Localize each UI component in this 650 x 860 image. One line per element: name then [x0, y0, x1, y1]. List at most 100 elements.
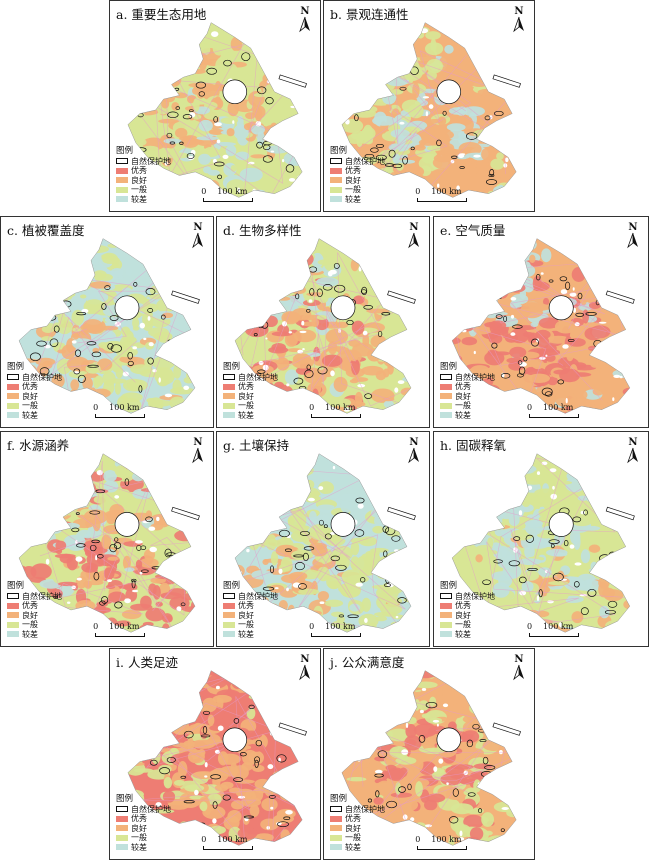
legend-swatch [116, 177, 128, 184]
legend-label: 较差 [22, 629, 38, 639]
legend-item: 一般 [330, 185, 385, 195]
legend-item: 自然保护地 [116, 157, 171, 167]
legend-swatch [223, 602, 235, 609]
legend-label: 自然保护地 [345, 156, 385, 166]
legend-item: 一般 [223, 620, 278, 630]
legend-swatch [116, 158, 128, 165]
scale-line [203, 198, 254, 202]
region-map [341, 670, 521, 846]
legend-label: 自然保护地 [22, 591, 62, 601]
legend-label: 良好 [22, 391, 38, 401]
legend-label: 优秀 [238, 382, 254, 391]
legend-label: 一般 [455, 620, 471, 629]
map-legend: 图例 自然保护地 优秀 良好 一般 较差 [116, 794, 171, 852]
legend-label: 优秀 [131, 166, 147, 175]
legend-item: 较差 [7, 411, 62, 421]
legend-label: 自然保护地 [131, 804, 171, 814]
legend-swatch [440, 593, 452, 600]
legend-label: 良好 [238, 391, 254, 401]
panel-title: c. 植被覆盖度 [7, 223, 85, 238]
scale-line [417, 846, 468, 850]
legend-swatch [330, 196, 342, 203]
scale-zero: 0 [93, 403, 99, 412]
legend-label: 优秀 [455, 382, 471, 391]
legend-swatch [223, 593, 235, 600]
region-map [127, 22, 307, 198]
north-label: N [628, 222, 638, 233]
north-arrow-icon: N [405, 222, 423, 249]
legend-swatch [116, 196, 128, 203]
north-label: N [300, 6, 310, 17]
panel-title: e. 空气质量 [440, 223, 506, 238]
legend-label: 一般 [131, 833, 147, 842]
north-arrow-icon: N [624, 222, 642, 249]
legend-label: 优秀 [22, 382, 38, 391]
scale-line [311, 414, 362, 418]
map-panel-c: c. 植被覆盖度 N 图例 自然保护地 优秀 良好 一般 较差 0 100 km [0, 216, 214, 428]
legend-swatch [7, 593, 19, 600]
scale-distance: 100 km [325, 622, 356, 631]
legend-item: 良好 [330, 824, 385, 834]
scale-bar: 0 100 km [201, 187, 259, 205]
legend-title: 图例 [223, 581, 241, 591]
scale-bar: 0 100 km [309, 403, 367, 421]
north-arrow-icon: N [510, 6, 528, 33]
legend-title: 图例 [440, 362, 458, 372]
legend-label: 较差 [22, 410, 38, 420]
legend-label: 较差 [238, 629, 254, 639]
legend-swatch [330, 806, 342, 813]
scale-zero: 0 [415, 187, 421, 196]
legend-item: 自然保护地 [7, 373, 62, 383]
legend-swatch [330, 844, 342, 851]
legend-swatch [7, 602, 19, 609]
scale-distance: 100 km [109, 403, 140, 412]
scale-line [529, 633, 580, 637]
north-arrow-icon: N [510, 654, 528, 681]
map-panel-i: i. 人类足迹 N 图例 自然保护地 优秀 良好 一般 较差 0 100 km [109, 648, 321, 860]
north-arrow-icon: N [296, 6, 314, 33]
map-legend: 图例 自然保护地 优秀 良好 一般 较差 [330, 146, 385, 204]
panel-title: b. 景观连通性 [330, 7, 409, 22]
scale-line [529, 414, 580, 418]
map-legend: 图例 自然保护地 优秀 良好 一般 较差 [440, 581, 495, 639]
map-panel-b: b. 景观连通性 N 图例 自然保护地 优秀 良好 一般 较差 0 100 km [323, 0, 535, 212]
legend-swatch [7, 402, 19, 409]
legend-label: 自然保护地 [238, 372, 278, 382]
legend-title: 图例 [223, 362, 241, 372]
north-arrow-icon: N [189, 222, 207, 249]
region-map [127, 670, 307, 846]
north-label: N [514, 654, 524, 665]
scale-zero: 0 [309, 403, 315, 412]
map-legend: 图例 自然保护地 优秀 良好 一般 较差 [440, 362, 495, 420]
legend-item: 一般 [116, 185, 171, 195]
scale-zero: 0 [527, 403, 533, 412]
legend-label: 优秀 [455, 601, 471, 610]
legend-item: 自然保护地 [7, 592, 62, 602]
legend-swatch [440, 383, 452, 390]
legend-item: 自然保护地 [223, 373, 278, 383]
legend-item: 优秀 [440, 601, 495, 611]
legend-label: 优秀 [345, 166, 361, 175]
legend-swatch [116, 834, 128, 841]
legend-item: 较差 [223, 630, 278, 640]
legend-item: 一般 [7, 401, 62, 411]
legend-label: 自然保护地 [455, 591, 495, 601]
legend-item: 自然保护地 [223, 592, 278, 602]
legend-item: 良好 [7, 392, 62, 402]
legend-item: 一般 [330, 833, 385, 843]
legend-label: 较差 [345, 842, 361, 852]
legend-swatch [223, 621, 235, 628]
legend-label: 一般 [345, 185, 361, 194]
north-arrow-icon: N [624, 437, 642, 464]
legend-item: 良好 [223, 611, 278, 621]
legend-swatch [223, 631, 235, 638]
legend-label: 较差 [455, 629, 471, 639]
legend-swatch [440, 374, 452, 381]
panel-title: g. 土壤保持 [223, 438, 289, 453]
legend-label: 较差 [238, 410, 254, 420]
legend-label: 良好 [345, 823, 361, 833]
panel-title: i. 人类足迹 [116, 655, 178, 670]
scale-distance: 100 km [543, 622, 574, 631]
north-arrow-icon: N [405, 437, 423, 464]
legend-item: 一般 [440, 620, 495, 630]
